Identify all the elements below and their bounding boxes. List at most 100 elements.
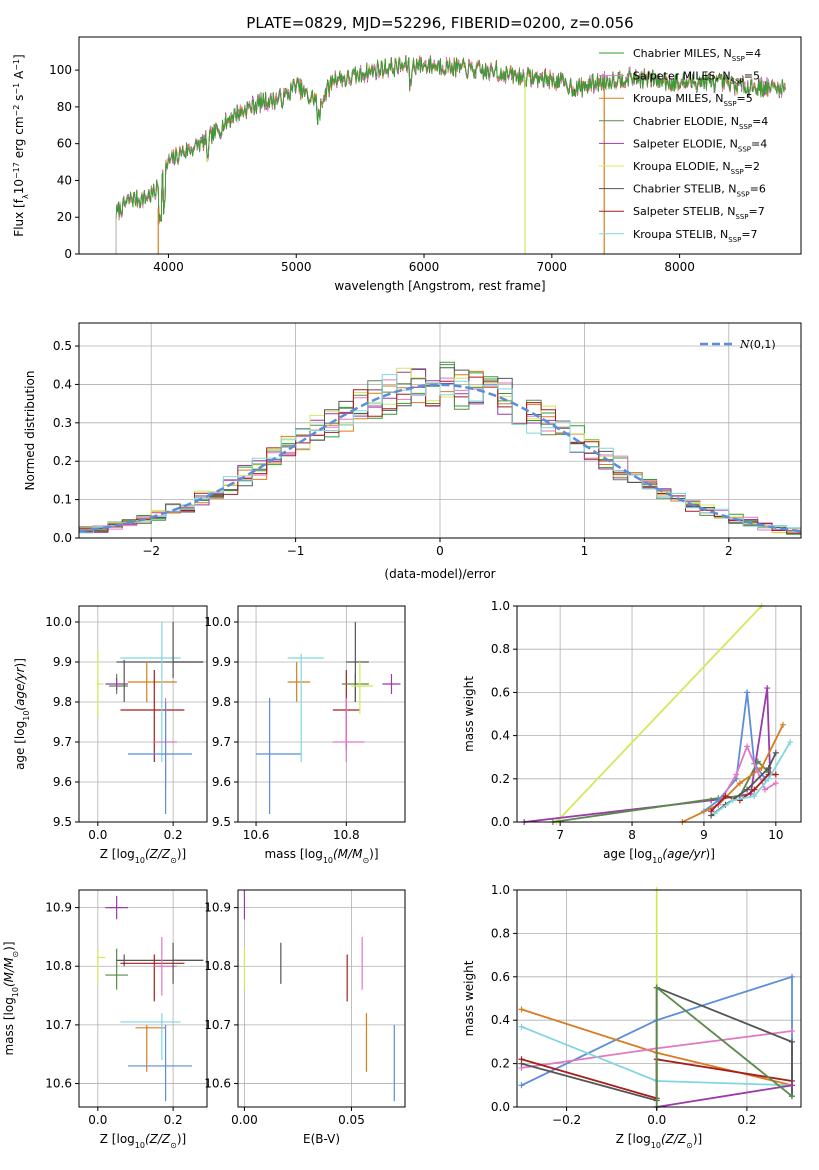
legend-label: Kroupa ELODIE, NSSP=2 <box>633 160 760 176</box>
legend-label: Kroupa STELIB, NSSP=7 <box>633 228 758 244</box>
errorbar-point <box>120 622 181 762</box>
y-tick-label: 0.0 <box>491 815 510 829</box>
y-axis-label: Flux [fλ10−17 erg cm−2 s−1 A−1] <box>12 54 30 236</box>
x-tick-label: −1 <box>287 544 305 558</box>
weight-marker <box>729 797 736 804</box>
legend-label: Chabrier ELODIE, NSSP=4 <box>633 115 768 131</box>
errorbar-point <box>120 670 185 762</box>
y-tick-label: 0.2 <box>491 772 510 786</box>
errorbar-point <box>127 702 192 814</box>
y-tick-label: 0.2 <box>53 454 72 468</box>
weight-marker <box>754 758 761 765</box>
y-tick-label: 9.9 <box>212 655 231 669</box>
x-tick-label: 0.2 <box>164 1113 183 1127</box>
y-tick-label: 10.8 <box>204 959 231 973</box>
y-tick-label: 0.1 <box>53 493 72 507</box>
x-axis-label: Z [log10(Z/Z⊙)] <box>616 1132 702 1150</box>
errorbars <box>243 890 395 1102</box>
x-tick-label: 0.0 <box>647 1113 666 1127</box>
figure-title: PLATE=0829, MJD=52296, FIBERID=0200, z=0… <box>246 14 633 32</box>
errorbar-point <box>332 698 365 762</box>
errorbar-point <box>97 650 104 718</box>
axes-frame <box>78 36 802 255</box>
x-axis-label: E(B-V) <box>303 1132 340 1146</box>
y-tick-label: 80 <box>57 100 72 114</box>
y-tick-label: 10.7 <box>204 1018 231 1032</box>
weight-marker <box>788 973 795 980</box>
weight-marker <box>751 793 758 800</box>
y-axis-label: mass weight <box>462 676 476 752</box>
weight-line-kroupa_miles <box>682 724 784 823</box>
y-tick-label: 0.2 <box>491 1057 510 1071</box>
y-tick-label: 10.8 <box>45 959 72 973</box>
y-axis-label: age [log10(age/yr)] <box>13 658 31 770</box>
y-tick-label: 10.7 <box>45 1018 72 1032</box>
y-tick-label: 10.0 <box>204 615 231 629</box>
x-axis-label: wavelength [Angstrom, rest frame] <box>334 279 545 293</box>
weight-marker <box>518 1023 525 1030</box>
x-tick-label: 10 <box>768 828 783 842</box>
y-axis-label: Normed distribution <box>23 371 37 491</box>
weight-marker <box>744 689 751 696</box>
x-axis-label: Z [log10(Z/Z⊙)] <box>100 847 186 865</box>
y-tick-label: 9.5 <box>53 815 72 829</box>
weight-marker <box>787 739 794 746</box>
errorbar-point <box>97 948 106 984</box>
weight-marker <box>762 786 769 793</box>
weight-marker <box>788 1038 795 1045</box>
y-tick-label: 20 <box>57 210 72 224</box>
y-tick-label: 9.5 <box>212 815 231 829</box>
errorbar-point <box>120 1013 181 1061</box>
y-tick-label: 10.9 <box>204 901 231 915</box>
weight-marker <box>751 786 758 793</box>
x-tick-label: 10.6 <box>243 828 270 842</box>
weight-marker <box>711 810 718 817</box>
weight-line-chabrier_stelib <box>710 752 777 817</box>
panel-spectrum: 4000 5000 6000 7000 8000 0 20 40 60 80 100 waveleng… <box>12 36 802 293</box>
x-axis-label: (data-model)/error <box>384 567 495 581</box>
histogram-kroupa_stelib <box>79 374 801 534</box>
y-tick-label: 60 <box>57 137 72 151</box>
legend-label: Chabrier MILES, NSSP=4 <box>633 47 761 63</box>
errorbar-point <box>350 662 374 714</box>
y-tick-label: 9.7 <box>212 735 231 749</box>
x-tick-label: 0.05 <box>338 1113 365 1127</box>
x-tick-label: 4000 <box>153 260 184 274</box>
legend: Chabrier MILES, NSSP=4 Salpeter MILES, NS… <box>599 47 768 244</box>
panel-mass_vs_z: 0.0 0.2 10.6 10.7 10.8 10.9 Z [log10(Z/Z⊙)] mas… <box>2 889 208 1150</box>
y-tick-label: 10.0 <box>45 615 72 629</box>
y-tick-label: 9.7 <box>53 735 72 749</box>
panel-massweight_vs_z: −0.2 0.0 0.2 0.0 0.2 0.4 0.6 0.8 1.0 Z [log10(Z/Z… <box>462 883 802 1150</box>
weight-line-blue <box>521 975 793 1097</box>
panels: 4000 5000 6000 7000 8000020406080100waveleng… <box>2 36 802 1150</box>
panel-residuals: −2 −1 0 1 2 0.0 0.1 0.2 0.3 0.4 0.5 (data-model)/er… <box>23 322 802 581</box>
errorbar-point <box>172 942 204 984</box>
panel-age_vs_mass: 10.6 10.8 9.5 9.6 9.7 9.8 9.9 10.0 mass [log10(M… <box>204 605 406 865</box>
weight-marker <box>518 1006 525 1013</box>
y-tick-label: 0.6 <box>491 970 510 984</box>
weight-marker <box>722 793 729 800</box>
histograms <box>79 361 801 536</box>
weight-marker <box>765 775 772 782</box>
y-tick-label: 1.0 <box>491 883 510 897</box>
legend-label: N(0,1) <box>739 338 776 351</box>
axes-frame <box>237 605 406 823</box>
x-axis-label: mass [log10(M/M⊙)] <box>264 847 378 865</box>
legend-label: Chabrier STELIB, NSSP=6 <box>633 183 766 199</box>
y-tick-label: 0.4 <box>53 377 72 391</box>
weight-marker <box>653 984 660 991</box>
legend-label: Salpeter STELIB, NSSP=7 <box>633 205 765 221</box>
weight-marker <box>744 743 751 750</box>
x-tick-label: 1 <box>581 544 589 558</box>
x-tick-label: 2 <box>725 544 733 558</box>
weight-marker <box>788 1093 795 1100</box>
weight-marker <box>765 765 772 771</box>
weight-line-kroupa_elodie <box>555 605 763 823</box>
weight-marker <box>708 808 715 815</box>
panel-mass_vs_ebv: 0.00 0.05 10.6 10.7 10.8 10.9 E(B-V) <box>204 889 406 1146</box>
panel-massweight_vs_age: 7 8 9 10 0.0 0.2 0.4 0.6 0.8 1.0 age [log10(age/yr… <box>462 599 802 865</box>
x-tick-label: 0.0 <box>88 828 107 842</box>
weight-lines <box>518 887 795 1110</box>
errorbars <box>97 622 204 814</box>
errorbar-point <box>346 622 369 702</box>
